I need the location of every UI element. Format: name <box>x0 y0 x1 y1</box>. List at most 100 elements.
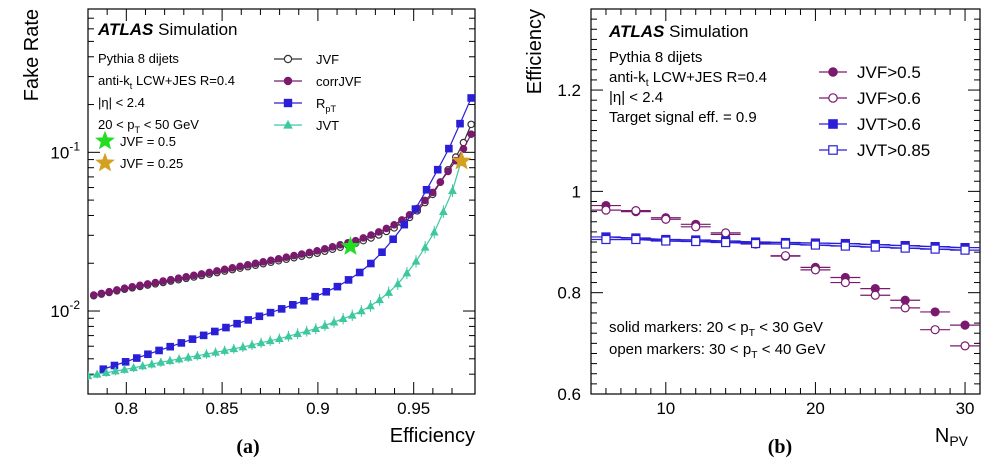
data-point <box>166 275 175 284</box>
data-point <box>159 277 167 285</box>
series-jvf05 <box>591 200 980 330</box>
data-point <box>282 253 291 261</box>
info-line-a: Pythia 8 dijets <box>98 51 179 66</box>
data-point <box>445 144 453 153</box>
data-point <box>960 341 970 351</box>
data-point <box>691 236 701 247</box>
data-point <box>691 222 701 232</box>
panel-label-b: (b) <box>768 436 792 458</box>
data-point <box>661 214 671 224</box>
atlas-label-b: ATLAS Simulation <box>608 22 749 41</box>
data-point <box>459 144 468 153</box>
star-marker <box>451 150 472 170</box>
data-point <box>780 251 791 261</box>
data-point <box>220 346 230 354</box>
data-point <box>213 267 221 275</box>
legend-label-jvt06: JVT>0.6 <box>857 115 921 134</box>
data-point <box>132 354 141 362</box>
data-point <box>165 356 175 364</box>
data-point <box>105 287 113 296</box>
y-axis-label-b: Efficiency <box>524 9 546 94</box>
data-point <box>840 277 850 288</box>
data-point <box>436 178 445 186</box>
data-point <box>92 369 102 378</box>
panel-label-a: (a) <box>236 436 259 458</box>
plot-frame-a <box>87 8 476 395</box>
data-point <box>389 235 397 244</box>
data-point <box>900 295 910 305</box>
data-point <box>233 319 241 328</box>
legend-label-corrjvf: corrJVF <box>316 74 362 89</box>
data-point <box>89 291 98 299</box>
data-point <box>284 331 293 340</box>
data-point <box>870 290 880 300</box>
data-point <box>375 295 384 304</box>
note-line-b: open markers: 30 < pT < 40 GeV <box>609 341 826 361</box>
data-point <box>384 287 394 296</box>
data-point <box>302 326 312 335</box>
legend-label-jvf06: JVF>0.6 <box>857 89 921 108</box>
data-point <box>467 94 475 102</box>
data-point <box>129 363 138 372</box>
data-point <box>243 260 252 269</box>
data-point <box>199 331 208 340</box>
data-point <box>202 349 211 358</box>
data-point <box>438 207 448 216</box>
y-axis-label-a: Fake Rate <box>21 9 43 101</box>
data-point <box>930 325 940 335</box>
data-point <box>367 231 375 239</box>
data-point <box>347 310 357 319</box>
legend-marker <box>828 93 838 103</box>
data-point <box>156 357 166 366</box>
y-tick-label-b: 1 <box>572 182 581 201</box>
data-point <box>313 247 321 255</box>
data-point <box>244 316 253 324</box>
y-tick-label-b: 1.2 <box>557 81 581 100</box>
data-point <box>960 245 970 255</box>
data-point <box>322 288 331 296</box>
data-point <box>266 308 275 317</box>
legend-marker <box>283 76 293 86</box>
data-point <box>467 130 475 139</box>
data-point <box>97 289 106 298</box>
data-point <box>631 206 641 216</box>
panel-b: 10 20 30 0.6 0.8 1 1.2 NPV Efficiency ATLAS Simul… <box>524 8 981 458</box>
x-tick-label-b: 10 <box>656 399 675 418</box>
series-corrjvf <box>89 130 475 299</box>
data-point <box>631 234 641 245</box>
data-point <box>110 361 119 370</box>
data-point <box>211 347 220 356</box>
data-point <box>870 242 880 252</box>
data-point <box>110 366 120 375</box>
plot-frame-b <box>590 8 981 395</box>
info-line-b: Target signal eff. = 0.9 <box>609 109 757 126</box>
legend-label-r: RpT <box>316 96 336 114</box>
series-line-r <box>103 97 472 370</box>
data-point <box>192 351 202 360</box>
star-marker <box>340 236 361 255</box>
legend-star-label: JVF = 0.25 <box>120 156 183 171</box>
data-point <box>220 265 229 274</box>
data-point <box>420 242 430 251</box>
data-point <box>297 250 306 258</box>
data-point <box>251 259 260 268</box>
legend-marker <box>828 145 838 155</box>
data-point <box>661 236 671 246</box>
data-point <box>900 243 910 253</box>
data-point <box>174 354 184 363</box>
legend-label-jvt085: JVT>0.85 <box>857 141 930 160</box>
series-line-jvt <box>88 159 463 377</box>
info-line-a: 20 < pT < 50 GeV <box>98 117 199 135</box>
legend-marker <box>283 54 293 64</box>
x-tick-label-a: 0.9 <box>306 399 330 418</box>
data-point <box>290 251 298 260</box>
info-line-b: anti-kt LCW+JES R=0.4 <box>609 69 767 89</box>
legend-marker <box>828 67 838 77</box>
atlas-label-a: ATLAS Simulation <box>97 20 238 39</box>
data-point <box>467 120 475 129</box>
data-point <box>311 292 319 301</box>
data-point <box>205 268 214 277</box>
data-point <box>329 317 339 326</box>
